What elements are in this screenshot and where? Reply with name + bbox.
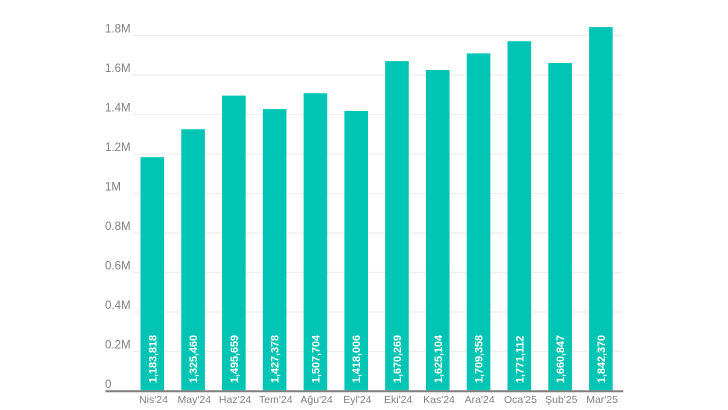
svg-text:Ağu'24: Ağu'24 [300, 394, 333, 406]
svg-text:1,427,378: 1,427,378 [270, 335, 282, 383]
svg-text:Nis'24: Nis'24 [139, 394, 168, 406]
svg-text:1,660,847: 1,660,847 [555, 335, 567, 383]
svg-text:1.2M: 1.2M [105, 142, 131, 154]
svg-text:1.4M: 1.4M [105, 103, 131, 115]
svg-text:Ara'24: Ara'24 [465, 394, 495, 406]
svg-text:1,183,818: 1,183,818 [147, 335, 159, 383]
svg-text:Eyl'24: Eyl'24 [343, 394, 371, 406]
svg-text:1,771,112: 1,771,112 [514, 336, 526, 383]
svg-text:1,507,704: 1,507,704 [310, 335, 322, 383]
svg-text:Şub'25: Şub'25 [545, 394, 578, 406]
svg-text:Mar'25: Mar'25 [586, 394, 618, 406]
svg-text:0.6M: 0.6M [105, 261, 131, 273]
svg-text:1.8M: 1.8M [105, 24, 131, 36]
svg-text:Oca'25: Oca'25 [504, 394, 537, 406]
svg-text:1,325,460: 1,325,460 [188, 335, 200, 383]
svg-text:0.2M: 0.2M [105, 340, 131, 352]
svg-text:0: 0 [105, 379, 111, 391]
svg-text:Haz'24: Haz'24 [219, 394, 252, 406]
svg-text:0.4M: 0.4M [105, 300, 131, 312]
svg-text:Tem'24: Tem'24 [259, 394, 293, 406]
svg-text:1,670,269: 1,670,269 [392, 335, 404, 383]
svg-text:1,418,006: 1,418,006 [351, 335, 363, 383]
svg-text:Kas'24: Kas'24 [423, 394, 455, 406]
svg-text:1,625,104: 1,625,104 [433, 335, 445, 383]
svg-text:1,842,370: 1,842,370 [596, 335, 608, 383]
svg-text:May'24: May'24 [178, 394, 212, 406]
svg-text:0.8M: 0.8M [105, 221, 131, 233]
svg-text:1,709,358: 1,709,358 [474, 335, 486, 383]
svg-text:1.6M: 1.6M [105, 63, 131, 75]
svg-text:Eki'24: Eki'24 [384, 394, 412, 406]
svg-text:1,495,659: 1,495,659 [229, 335, 241, 383]
svg-text:1M: 1M [105, 182, 121, 194]
